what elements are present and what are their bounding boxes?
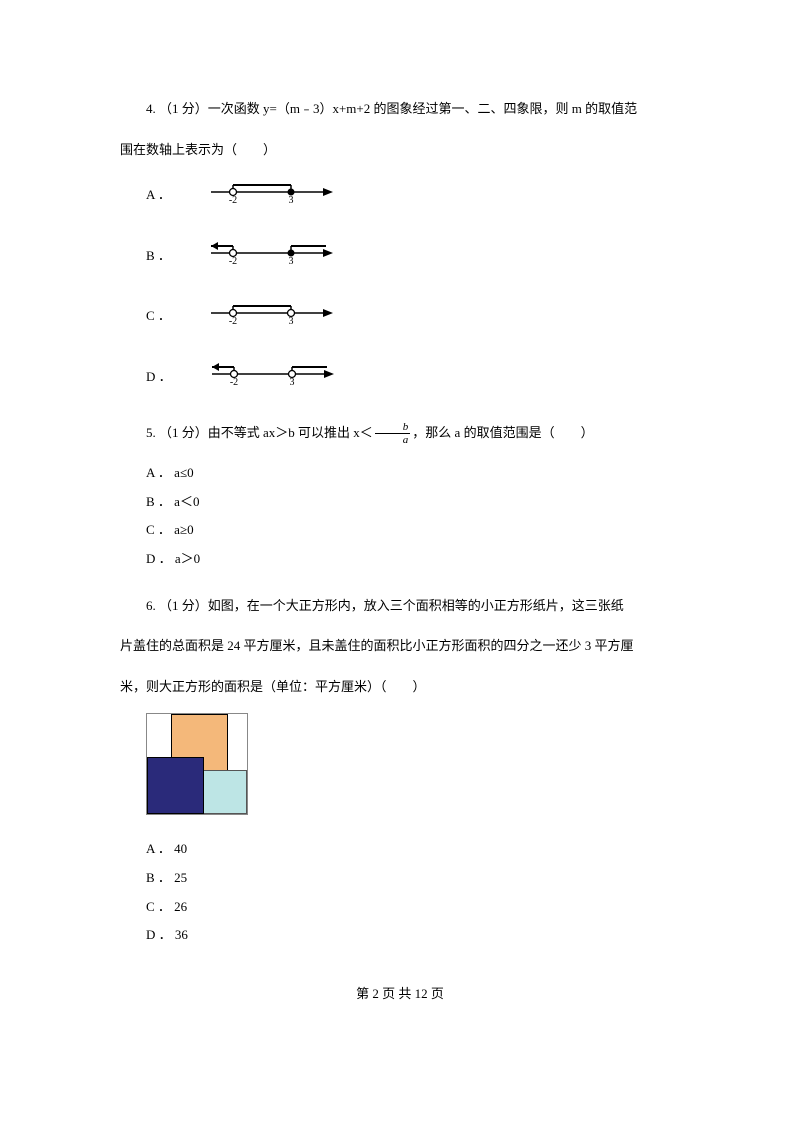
q4-option-a-label: A ． — [120, 181, 171, 210]
question-6-text-line3: 米，则大正方形的面积是（单位：平方厘米）（ ） — [120, 673, 680, 702]
q4-number: 4. — [146, 101, 156, 116]
q6-option-c: C ． 26 — [120, 893, 680, 922]
tick-neg2: -2 — [229, 195, 237, 204]
number-line-a-icon: -2 3 — [185, 176, 336, 215]
svg-text:-2: -2 — [229, 377, 237, 386]
q4-points: （1 分） — [159, 101, 208, 116]
svg-text:3: 3 — [288, 256, 293, 265]
question-6-text-line2: 片盖住的总面积是 24 平方厘米，且未盖住的面积比小正方形面积的四分之一还少 3… — [120, 632, 680, 661]
number-line-c-icon: -2 3 — [185, 297, 336, 336]
q4-option-d-label: D ． — [120, 363, 172, 392]
q4-option-c: C ． -2 3 — [120, 297, 680, 336]
q4-option-a: A ． -2 3 — [120, 176, 680, 215]
number-line-d-icon: -2 3 — [186, 358, 337, 397]
q5-pre: 由不等式 ax＞b 可以推出 x＜ — [208, 425, 373, 440]
q4-option-b-label: B ． — [120, 242, 171, 271]
question-6-text-line1: 6. （1 分）如图，在一个大正方形内，放入三个面积相等的小正方形纸片，这三张纸 — [120, 592, 680, 621]
q6-points: （1 分） — [159, 598, 208, 613]
q6-body1: 如图，在一个大正方形内，放入三个面积相等的小正方形纸片，这三张纸 — [208, 598, 624, 613]
question-5-text: 5. （1 分）由不等式 ax＞b 可以推出 x＜ba，那么 a 的取值范围是（… — [120, 419, 680, 448]
svg-text:-2: -2 — [229, 316, 237, 325]
page-footer: 第 2 页 共 12 页 — [120, 980, 680, 1009]
tick-3: 3 — [288, 195, 293, 204]
navy-square — [147, 757, 204, 814]
number-line-b-icon: -2 3 — [185, 237, 336, 276]
svg-text:3: 3 — [288, 316, 293, 325]
frac-num: b — [375, 421, 411, 434]
question-5: 5. （1 分）由不等式 ax＞b 可以推出 x＜ba，那么 a 的取值范围是（… — [120, 419, 680, 574]
q6-number: 6. — [146, 598, 156, 613]
question-4-text-line1: 4. （1 分）一次函数 y=（m﹣3）x+m+2 的图象经过第一、二、四象限，… — [120, 95, 680, 124]
question-4-text-line2: 围在数轴上表示为（ ） — [120, 136, 680, 165]
frac-den: a — [375, 434, 411, 446]
q4-option-c-label: C ． — [120, 302, 171, 331]
q5-points: （1 分） — [159, 425, 208, 440]
q4-option-b: B ． -2 3 — [120, 237, 680, 276]
question-6: 6. （1 分）如图，在一个大正方形内，放入三个面积相等的小正方形纸片，这三张纸… — [120, 592, 680, 950]
q6-option-a: A ． 40 — [120, 835, 680, 864]
q5-option-d: D ． a＞0 — [120, 545, 680, 574]
q5-post: ，那么 a 的取值范围是（ ） — [412, 425, 593, 440]
fraction-b-over-a: ba — [375, 421, 411, 446]
q4-option-d: D ． -2 3 — [120, 358, 680, 397]
q4-body1: 一次函数 y=（m﹣3）x+m+2 的图象经过第一、二、四象限，则 m 的取值范 — [208, 101, 637, 116]
q5-option-a: A ． a≤0 — [120, 459, 680, 488]
document-page: 4. （1 分）一次函数 y=（m﹣3）x+m+2 的图象经过第一、二、四象限，… — [0, 0, 800, 1038]
q6-option-b: B ． 25 — [120, 864, 680, 893]
svg-text:-2: -2 — [229, 256, 237, 265]
svg-text:3: 3 — [289, 377, 294, 386]
question-4: 4. （1 分）一次函数 y=（m﹣3）x+m+2 的图象经过第一、二、四象限，… — [120, 95, 680, 397]
q5-option-c: C ． a≥0 — [120, 516, 680, 545]
q6-option-d: D ． 36 — [120, 921, 680, 950]
q5-option-b: B ． a＜0 — [120, 488, 680, 517]
q5-number: 5. — [146, 425, 156, 440]
squares-figure — [146, 713, 256, 813]
cyan-square — [203, 770, 247, 814]
